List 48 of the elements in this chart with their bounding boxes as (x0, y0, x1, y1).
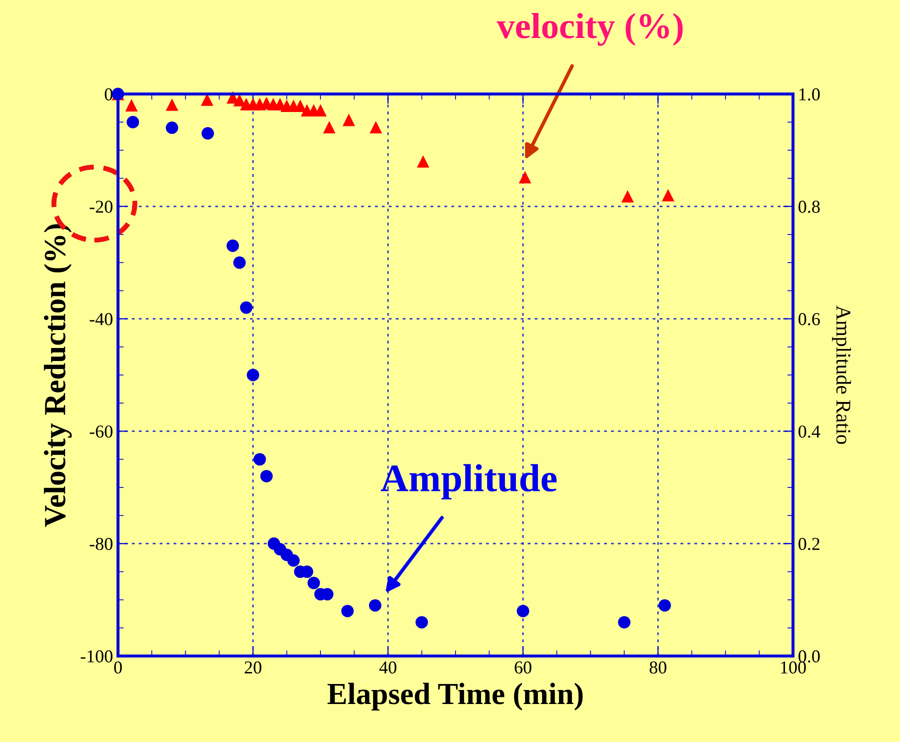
y-tick-label: 0 (104, 88, 112, 100)
point (368, 599, 382, 612)
point (202, 127, 214, 140)
point (516, 604, 530, 618)
point (126, 116, 140, 128)
x-tick-label: 0 (114, 661, 122, 674)
y2-tick-label: 0.0 (798, 650, 820, 663)
point (240, 301, 252, 314)
point (621, 190, 634, 202)
text: velocity (%) (496, 12, 683, 46)
point (308, 576, 320, 590)
point (246, 368, 260, 382)
x-tick-label: 60 (514, 661, 532, 674)
x-axis-title: Elapsed Time (min) (328, 682, 583, 710)
y-tick-label: -80 (90, 538, 112, 550)
y2-tick-label: 0.6 (798, 313, 820, 326)
point (166, 122, 178, 134)
point (254, 453, 266, 466)
point (260, 470, 273, 482)
y2-tick-label: 0.2 (798, 538, 820, 550)
annotation: Amplitude (380, 464, 557, 500)
x-tick-label: 20 (244, 661, 262, 674)
y-tick-label: -100 (80, 650, 112, 662)
point (287, 554, 300, 567)
y-tick-label: -20 (90, 200, 112, 213)
point (370, 120, 382, 134)
point (662, 188, 674, 202)
point (618, 616, 630, 628)
y2-tick-label: 0.4 (798, 425, 820, 438)
point (658, 599, 671, 612)
x-tick-label: 100 (781, 661, 806, 674)
x-tick-label: 40 (379, 661, 396, 674)
y2-axis-title: Amplitude Ratio (832, 305, 851, 444)
point (341, 604, 354, 618)
y-tick-label: -40 (90, 313, 112, 326)
y2-tick-label: 0.8 (798, 200, 820, 213)
y-tick-label: -60 (90, 425, 112, 438)
point (416, 616, 428, 628)
point (323, 120, 336, 134)
point (518, 170, 532, 184)
point (125, 99, 138, 112)
point (342, 114, 356, 126)
y2-tick-label: 1.0 (799, 88, 820, 101)
point (226, 240, 239, 252)
point (233, 256, 246, 269)
point (416, 155, 430, 168)
x-tick-label: 80 (650, 661, 666, 674)
point (166, 98, 178, 111)
